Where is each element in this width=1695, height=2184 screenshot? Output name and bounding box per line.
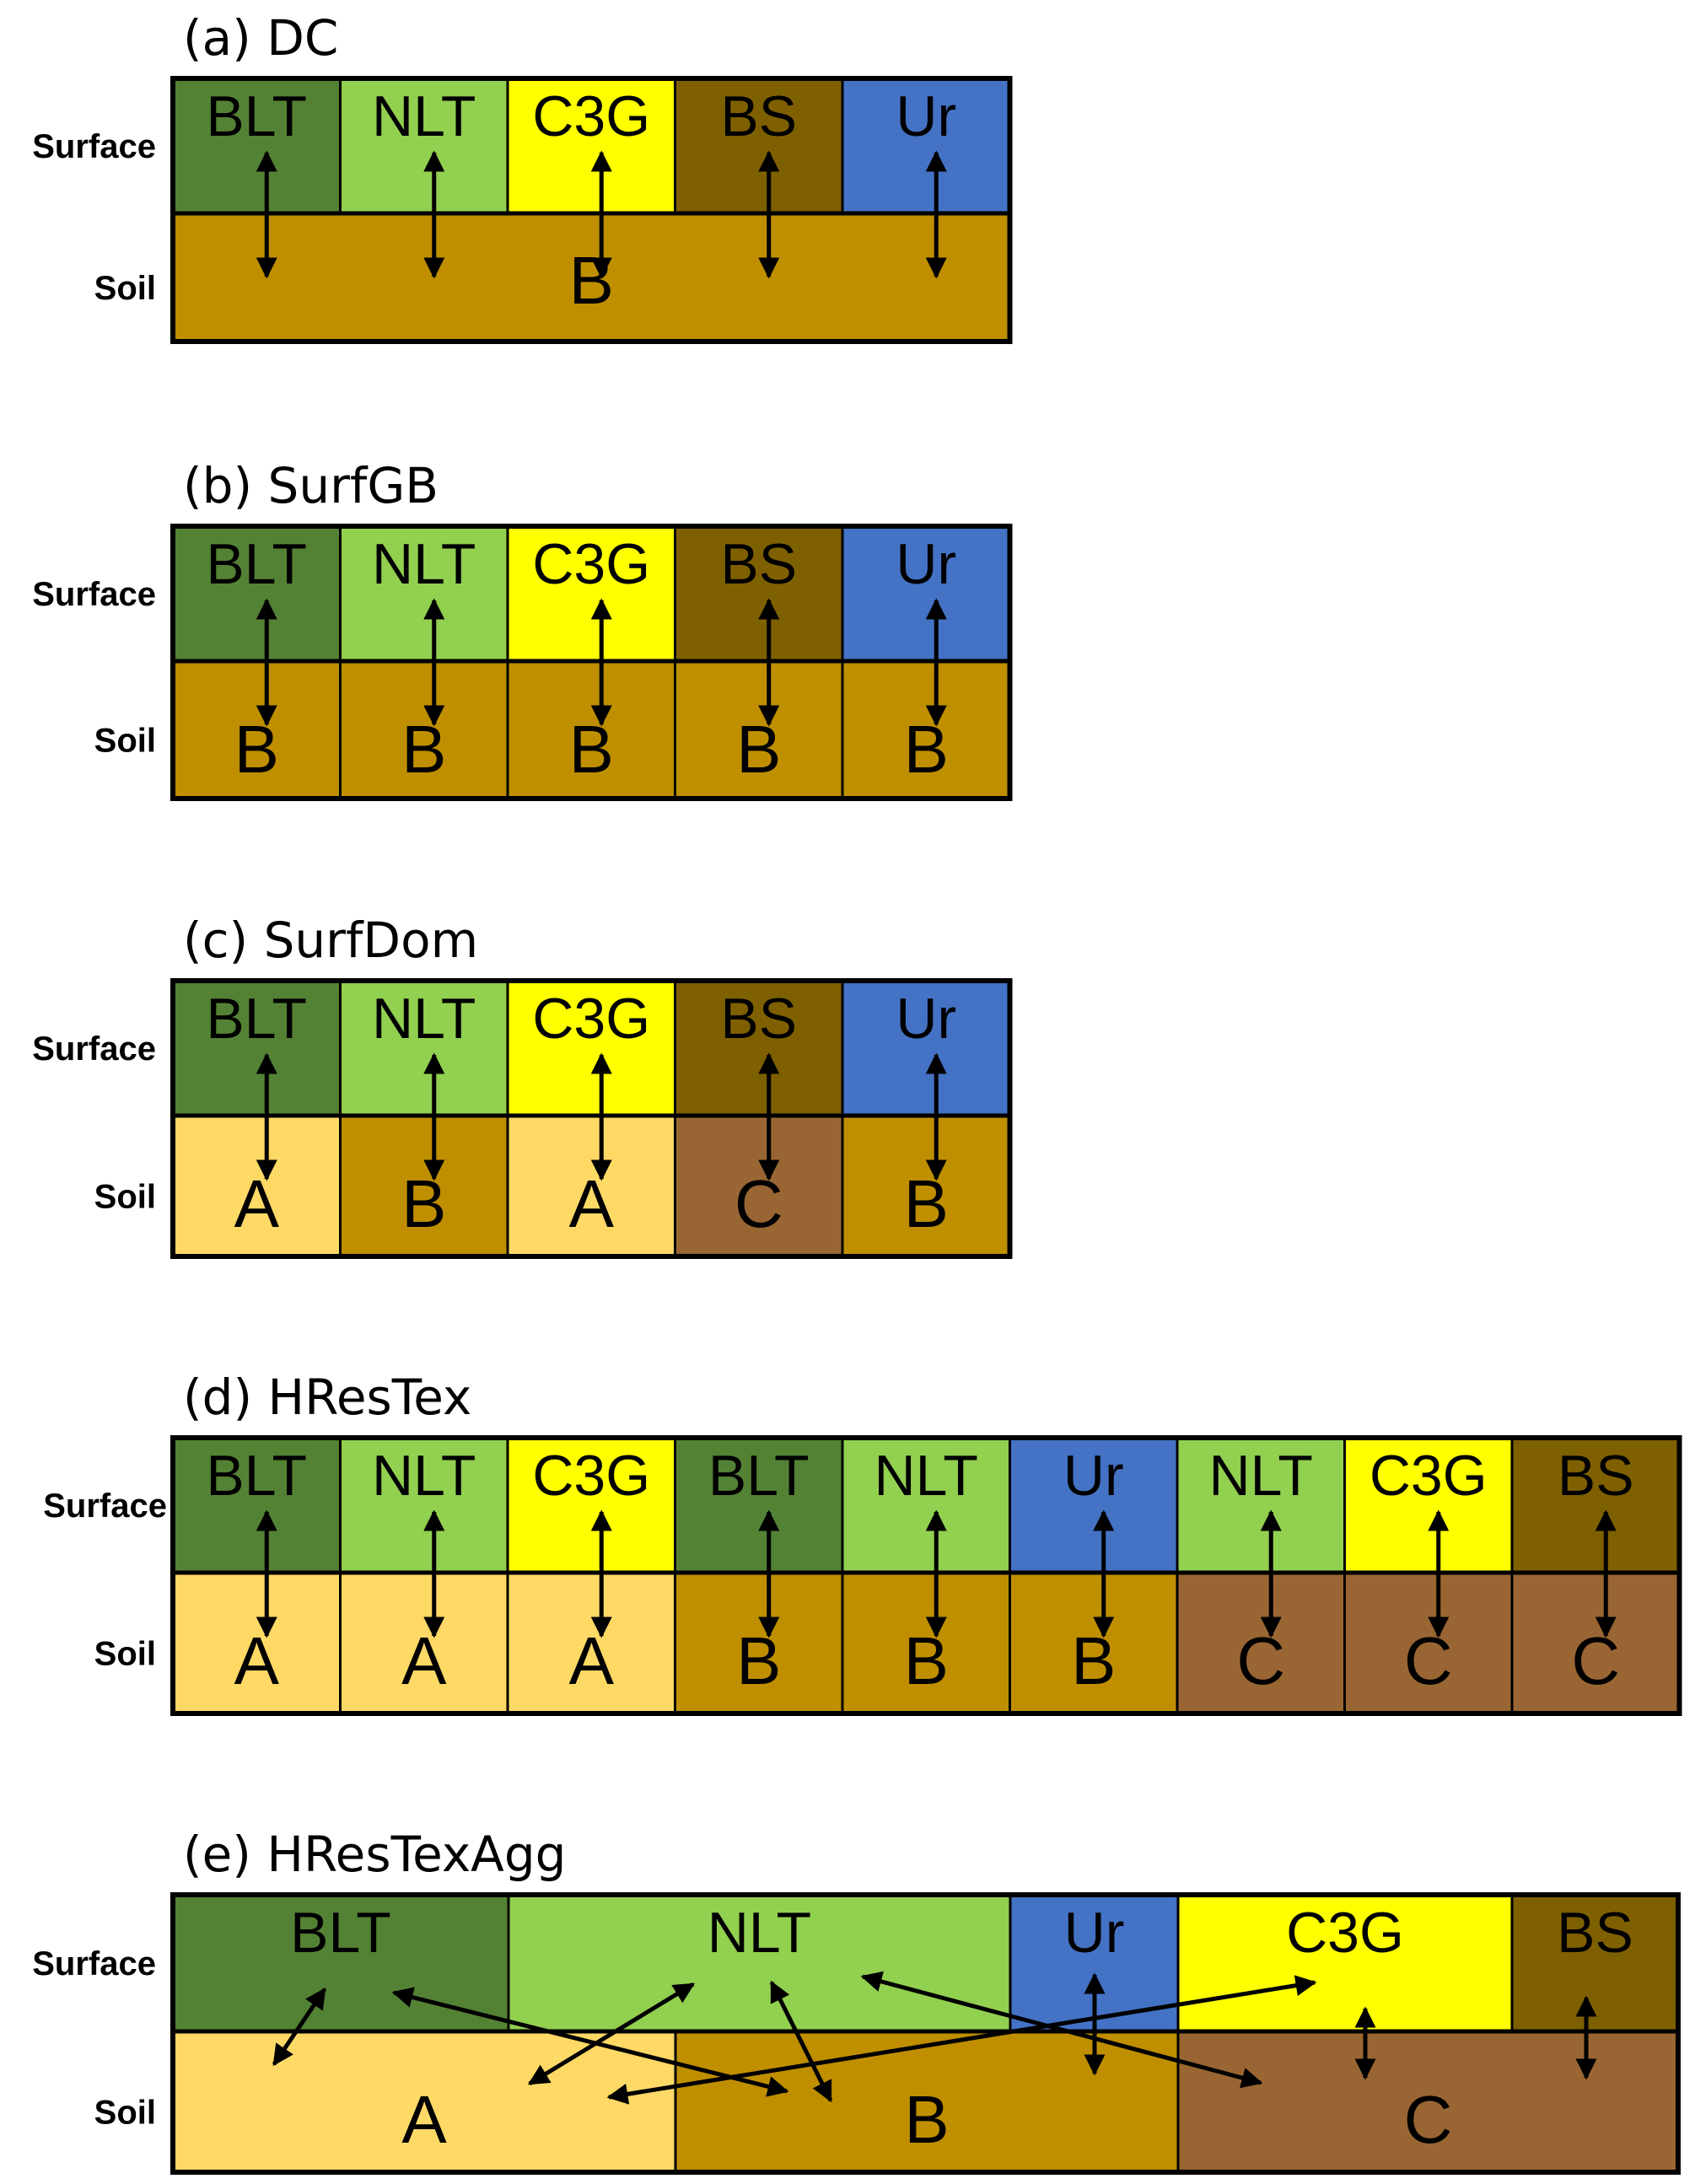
soil-tile-label: B — [569, 712, 614, 787]
surface-tile-label: Ur — [896, 84, 956, 148]
soil-tile-label: A — [401, 2082, 447, 2157]
soil-tile-label: A — [569, 1166, 615, 1241]
surface-tile-label: BLT — [708, 1444, 810, 1508]
surface-tile-label: BLT — [206, 84, 307, 148]
soil-tile-label: B — [904, 2082, 949, 2157]
soil-tile-label: A — [569, 1623, 615, 1698]
surface-tile-label: BLT — [290, 1901, 391, 1965]
panel-title-b: (b) SurfGB — [183, 457, 439, 514]
soil-tile-label: A — [234, 1623, 280, 1698]
soil-tile-label: C — [1404, 1623, 1453, 1698]
soil-tile-label: B — [1071, 1623, 1116, 1698]
surface-tile-label: NLT — [372, 987, 476, 1051]
surface-tile-label: C3G — [1369, 1444, 1488, 1508]
soil-tile-label: A — [234, 1166, 280, 1241]
panel-frame-d — [170, 1435, 1682, 1716]
panel-title-e: (e) HResTexAgg — [183, 1826, 566, 1883]
exchange-arrow — [606, 1975, 1317, 2105]
surface-tile-label: NLT — [372, 532, 476, 596]
surface-row-label: Surface — [43, 1487, 167, 1525]
surface-tile-label: C3G — [532, 532, 650, 596]
surface-row-label: Surface — [32, 1030, 156, 1068]
soil-tile-label: B — [904, 712, 949, 787]
soil-tile-label: C — [1236, 1623, 1285, 1698]
surface-tile-label: C3G — [532, 1444, 650, 1508]
surface-row-label: Surface — [32, 576, 156, 613]
soil-tile-label: A — [401, 1623, 447, 1698]
surface-tile-label: C3G — [532, 987, 650, 1051]
soil-row-label: Soil — [94, 270, 156, 307]
surface-tile-label: BLT — [206, 1444, 307, 1508]
soil-tile-label: B — [234, 712, 279, 787]
surface-row-label: Surface — [32, 1945, 156, 1982]
soil-row-label: Soil — [94, 1636, 156, 1673]
surface-tile-label: BS — [720, 532, 797, 596]
soil-row-label: Soil — [94, 2095, 156, 2132]
panel-title-d: (d) HResTex — [183, 1369, 471, 1426]
surface-tile-label: Ur — [1063, 1444, 1124, 1508]
soil-tile-label: C — [1404, 2082, 1453, 2157]
soil-tile-label: B — [569, 243, 614, 318]
surface-tile-label: NLT — [372, 84, 476, 148]
surface-tile-label: BS — [720, 987, 797, 1051]
surface-row-label: Surface — [32, 128, 156, 165]
surface-tile-label: Ur — [896, 532, 956, 596]
soil-row-label: Soil — [94, 723, 156, 760]
soil-tile-label: C — [734, 1166, 783, 1241]
surface-tile-label: NLT — [874, 1444, 978, 1508]
soil-tile-label: B — [736, 712, 781, 787]
surface-tile-label: BLT — [206, 532, 307, 596]
panel-frame-c — [170, 978, 1013, 1259]
surface-tile-label: C3G — [532, 84, 650, 148]
soil-tile-label: B — [401, 712, 446, 787]
soil-tile-label: B — [401, 1166, 446, 1241]
surface-tile-label: NLT — [708, 1901, 811, 1965]
soil-tile-label: B — [736, 1623, 781, 1698]
panel-title-c: (c) SurfDom — [183, 912, 478, 969]
panel-frame-a — [170, 76, 1013, 344]
surface-tile-label: NLT — [372, 1444, 476, 1508]
surface-tile-label: BS — [720, 84, 797, 148]
surface-tile-label: NLT — [1209, 1444, 1313, 1508]
soil-tile-label: B — [904, 1166, 949, 1241]
surface-tile-label: C3G — [1286, 1901, 1404, 1965]
soil-tile-label: C — [1571, 1623, 1620, 1698]
surface-tile-label: BS — [1558, 1444, 1634, 1508]
exchange-arrow — [272, 1987, 327, 2067]
surface-tile-label: BLT — [206, 987, 307, 1051]
surface-tile-label: BS — [1557, 1901, 1633, 1965]
panel-title-a: (a) DC — [183, 9, 338, 67]
soil-row-label: Soil — [94, 1179, 156, 1216]
surface-tile-label: Ur — [1064, 1901, 1125, 1965]
surface-tile-label: Ur — [896, 987, 956, 1051]
soil-tile-label: B — [904, 1623, 949, 1698]
